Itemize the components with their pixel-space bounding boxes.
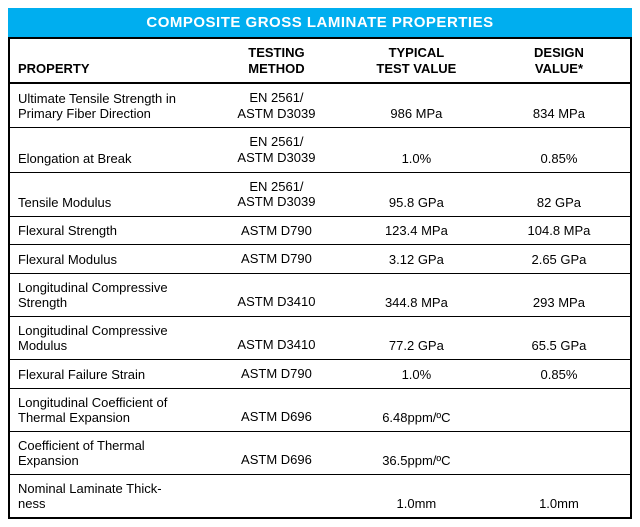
header-method: TESTING METHOD — [208, 38, 345, 83]
cell-property: Longitudinal Compressive Strength — [9, 273, 208, 316]
cell-property: Flexural Modulus — [9, 245, 208, 274]
table-body: Ultimate Tensile Strength in Primary Fib… — [9, 83, 631, 517]
cell-typical: 77.2 GPa — [345, 316, 488, 359]
cell-method-l2: ASTM D3039 — [216, 194, 337, 210]
cell-method: ASTM D696 — [208, 388, 345, 431]
cell-typical: 1.0% — [345, 359, 488, 388]
header-design-l1: DESIGN — [496, 45, 622, 61]
cell-typical: 6.48ppm/ºC — [345, 388, 488, 431]
cell-method: ASTM D790 — [208, 245, 345, 274]
table-row: Flexural Failure Strain ASTM D790 1.0%0.85… — [9, 359, 631, 388]
cell-method-l2: ASTM D3039 — [216, 106, 337, 122]
cell-property: Flexural Strength — [9, 216, 208, 245]
table-title: COMPOSITE GROSS LAMINATE PROPERTIES — [8, 8, 632, 37]
cell-typical: 123.4 MPa — [345, 216, 488, 245]
cell-method-l2: ASTM D790 — [216, 251, 337, 267]
header-method-l2: METHOD — [216, 61, 337, 77]
cell-design: 65.5 GPa — [488, 316, 631, 359]
cell-method: EN 2561/ASTM D3039 — [208, 172, 345, 216]
cell-method: EN 2561/ASTM D3039 — [208, 83, 345, 128]
cell-method-l1: EN 2561/ — [216, 90, 337, 106]
cell-typical: 36.5ppm/ºC — [345, 431, 488, 474]
table-row: Flexural Strength ASTM D790 123.4 MPa104.8… — [9, 216, 631, 245]
cell-method-l2: ASTM D3410 — [216, 337, 337, 353]
cell-method: ASTM D3410 — [208, 316, 345, 359]
cell-typical: 1.0mm — [345, 474, 488, 518]
cell-property: Flexural Failure Strain — [9, 359, 208, 388]
cell-design: 293 MPa — [488, 273, 631, 316]
cell-method: ASTM D790 — [208, 359, 345, 388]
cell-design: 0.85% — [488, 128, 631, 172]
cell-property: Longitudinal Coefficient of Thermal Expa… — [9, 388, 208, 431]
cell-typical: 344.8 MPa — [345, 273, 488, 316]
cell-typical: 986 MPa — [345, 83, 488, 128]
cell-method-l2: ASTM D696 — [216, 409, 337, 425]
cell-method: ASTM D790 — [208, 216, 345, 245]
table-row: Ultimate Tensile Strength in Primary Fib… — [9, 83, 631, 128]
cell-design: 82 GPa — [488, 172, 631, 216]
table-row: Flexural Modulus ASTM D790 3.12 GPa2.65 GP… — [9, 245, 631, 274]
cell-design: 1.0mm — [488, 474, 631, 518]
cell-method-l2: ASTM D790 — [216, 366, 337, 382]
cell-method: EN 2561/ASTM D3039 — [208, 128, 345, 172]
cell-method-l1: EN 2561/ — [216, 134, 337, 150]
cell-design: 834 MPa — [488, 83, 631, 128]
cell-design: 2.65 GPa — [488, 245, 631, 274]
cell-property: Nominal Laminate Thick- ness — [9, 474, 208, 518]
header-typical-l2: TEST VALUE — [353, 61, 480, 77]
header-typical-l1: TYPICAL — [353, 45, 480, 61]
table-row: Tensile ModulusEN 2561/ASTM D303995.8 GP… — [9, 172, 631, 216]
table-row: Nominal Laminate Thick- ness 1.0mm1.0mm — [9, 474, 631, 518]
cell-method-l1: EN 2561/ — [216, 179, 337, 195]
cell-method: ASTM D3410 — [208, 273, 345, 316]
table-row: Elongation at BreakEN 2561/ASTM D30391.0… — [9, 128, 631, 172]
cell-method-l2: ASTM D3039 — [216, 150, 337, 166]
cell-design: 104.8 MPa — [488, 216, 631, 245]
cell-method: ASTM D696 — [208, 431, 345, 474]
cell-design — [488, 388, 631, 431]
cell-typical: 95.8 GPa — [345, 172, 488, 216]
cell-method — [208, 474, 345, 518]
header-typical: TYPICAL TEST VALUE — [345, 38, 488, 83]
cell-design: 0.85% — [488, 359, 631, 388]
properties-table: PROPERTY TESTING METHOD TYPICAL TEST VAL… — [8, 37, 632, 519]
cell-property: Tensile Modulus — [9, 172, 208, 216]
header-property-label: PROPERTY — [18, 61, 200, 77]
header-row: PROPERTY TESTING METHOD TYPICAL TEST VAL… — [9, 38, 631, 83]
cell-property: Longitudinal Compressive Modulus — [9, 316, 208, 359]
cell-property: Coefficient of Thermal Expansion — [9, 431, 208, 474]
cell-typical: 3.12 GPa — [345, 245, 488, 274]
cell-property: Ultimate Tensile Strength in Primary Fib… — [9, 83, 208, 128]
cell-typical: 1.0% — [345, 128, 488, 172]
table-row: Longitudinal Coefficient of Thermal Expa… — [9, 388, 631, 431]
cell-property: Elongation at Break — [9, 128, 208, 172]
table-row: Longitudinal Compressive Modulus ASTM D34… — [9, 316, 631, 359]
header-property: PROPERTY — [9, 38, 208, 83]
header-design: DESIGN VALUE* — [488, 38, 631, 83]
table-container: COMPOSITE GROSS LAMINATE PROPERTIES PROP… — [8, 8, 632, 519]
header-design-l2: VALUE* — [496, 61, 622, 77]
cell-method-l2: ASTM D790 — [216, 223, 337, 239]
cell-design — [488, 431, 631, 474]
header-method-l1: TESTING — [216, 45, 337, 61]
table-row: Coefficient of Thermal Expansion ASTM D69… — [9, 431, 631, 474]
cell-method-l2: ASTM D696 — [216, 452, 337, 468]
cell-method-l2: ASTM D3410 — [216, 294, 337, 310]
table-row: Longitudinal Compressive Strength ASTM D3… — [9, 273, 631, 316]
